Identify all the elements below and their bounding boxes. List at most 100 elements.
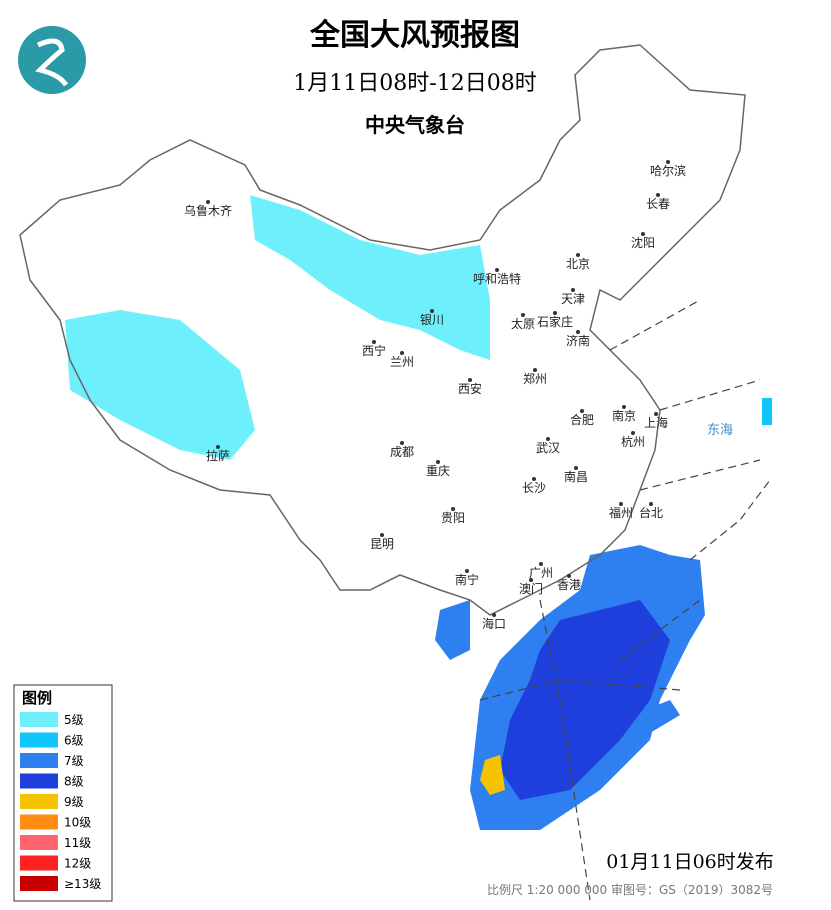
- city-dot: [380, 533, 384, 537]
- legend-label: 8级: [64, 775, 84, 789]
- legend-swatch: [20, 814, 58, 830]
- city-label: 沈阳: [631, 235, 655, 250]
- city-label: 贵阳: [441, 511, 465, 525]
- wind-area: [480, 755, 505, 795]
- city-dot: [539, 562, 543, 566]
- city-dot: [521, 313, 525, 317]
- city-dot: [553, 311, 557, 315]
- city-dot: [451, 507, 455, 511]
- legend-swatch: [20, 773, 58, 789]
- city-label: 南昌: [564, 469, 588, 484]
- legend-swatch: [20, 732, 58, 748]
- boundary: [539, 599, 591, 901]
- city-label: 南京: [612, 408, 636, 423]
- scale: 比例尺 1:20 000 000 审图号：GS（2019）3082号: [487, 882, 773, 897]
- city-dot: [492, 613, 496, 617]
- city-dot: [400, 351, 404, 355]
- logo-mark: [35, 38, 69, 87]
- city-dot: [656, 193, 660, 197]
- boundary: [619, 599, 701, 661]
- city-label: 太原: [511, 316, 535, 331]
- sea-boundaries: [479, 299, 771, 901]
- city-label: 成都: [390, 445, 414, 459]
- city-label: 澳门: [519, 581, 543, 596]
- city-label: 福州: [609, 505, 633, 520]
- china-outline: [19, 44, 746, 616]
- city-dot: [529, 578, 533, 582]
- legend-label: 6级: [64, 734, 84, 748]
- city-dot: [574, 466, 578, 470]
- city-label: 郑州: [523, 371, 547, 386]
- city-dot: [468, 378, 472, 382]
- city-dot: [619, 502, 623, 506]
- city-label: 西宁: [362, 343, 386, 358]
- city-label: 广州: [529, 566, 553, 580]
- city-label: 乌鲁木齐: [184, 203, 232, 218]
- city-dot: [631, 431, 635, 435]
- wind-area: [620, 700, 680, 745]
- wind-area: [500, 600, 670, 800]
- city-dot: [400, 441, 404, 445]
- legend-label: 12级: [64, 857, 91, 871]
- city-label: 上海: [644, 415, 668, 430]
- city-label: 杭州: [621, 434, 645, 449]
- city-label: 兰州: [390, 355, 414, 369]
- city-dot: [546, 437, 550, 441]
- legend-title: 图例: [22, 689, 52, 707]
- city-dot: [654, 412, 658, 416]
- issued: 01月11日06时发布: [606, 851, 774, 873]
- city-label: 重庆: [426, 464, 450, 478]
- legend-swatch: [20, 835, 58, 850]
- city-label: 银川: [420, 313, 444, 327]
- city-label: 石家庄: [537, 314, 573, 329]
- city-dot: [430, 309, 434, 313]
- city-label: 武汉: [536, 441, 560, 455]
- city-label: 南宁: [455, 572, 479, 587]
- legend-label: 5级: [64, 713, 84, 727]
- legend-swatch: [20, 855, 58, 871]
- boundary: [479, 679, 681, 701]
- city-label: 台北: [639, 505, 663, 520]
- city-dot: [576, 330, 580, 334]
- legend-label: 10级: [64, 816, 91, 830]
- boundary: [639, 459, 761, 491]
- legend-swatch: [20, 794, 58, 809]
- wind-area: [762, 398, 772, 425]
- city-dot: [649, 502, 653, 506]
- city-dot: [622, 405, 626, 409]
- legend-label: 11级: [64, 836, 91, 850]
- legend-label: ≥13级: [64, 877, 101, 891]
- title: 全国大风预报图: [309, 18, 520, 53]
- city-dot: [465, 569, 469, 573]
- issuer: 中央气象台: [365, 113, 465, 137]
- city-label: 济南: [566, 333, 590, 348]
- city-dot: [436, 460, 440, 464]
- city-label: 拉萨: [206, 448, 230, 463]
- city-label: 合肥: [570, 412, 594, 427]
- sea-label: 东海: [707, 423, 733, 438]
- legend-label: 9级: [64, 795, 84, 809]
- city-label: 呼和浩特: [473, 271, 521, 286]
- legend: 图例 5级 6级 7级 8级 9级 10级 11级 12级 ≥13级: [13, 684, 113, 902]
- city-label: 天津: [561, 292, 585, 306]
- city-label: 哈尔滨: [650, 163, 686, 178]
- wind-area: [435, 600, 470, 660]
- boundary: [689, 479, 771, 561]
- city-label: 香港: [557, 578, 581, 592]
- period: 1月11日08时-12日08时: [293, 71, 536, 96]
- city-dot: [567, 574, 571, 578]
- legend-swatch: [20, 753, 58, 768]
- legend-label: 7级: [64, 754, 84, 768]
- city-label: 北京: [566, 257, 590, 271]
- legend-swatch: [20, 876, 58, 891]
- city-label: 西安: [458, 381, 482, 396]
- city-label: 长沙: [522, 481, 546, 495]
- city-dot: [533, 368, 537, 372]
- wind-areas: [65, 195, 772, 830]
- city-dot: [580, 409, 584, 413]
- city-dot: [576, 253, 580, 257]
- boundary: [659, 379, 761, 411]
